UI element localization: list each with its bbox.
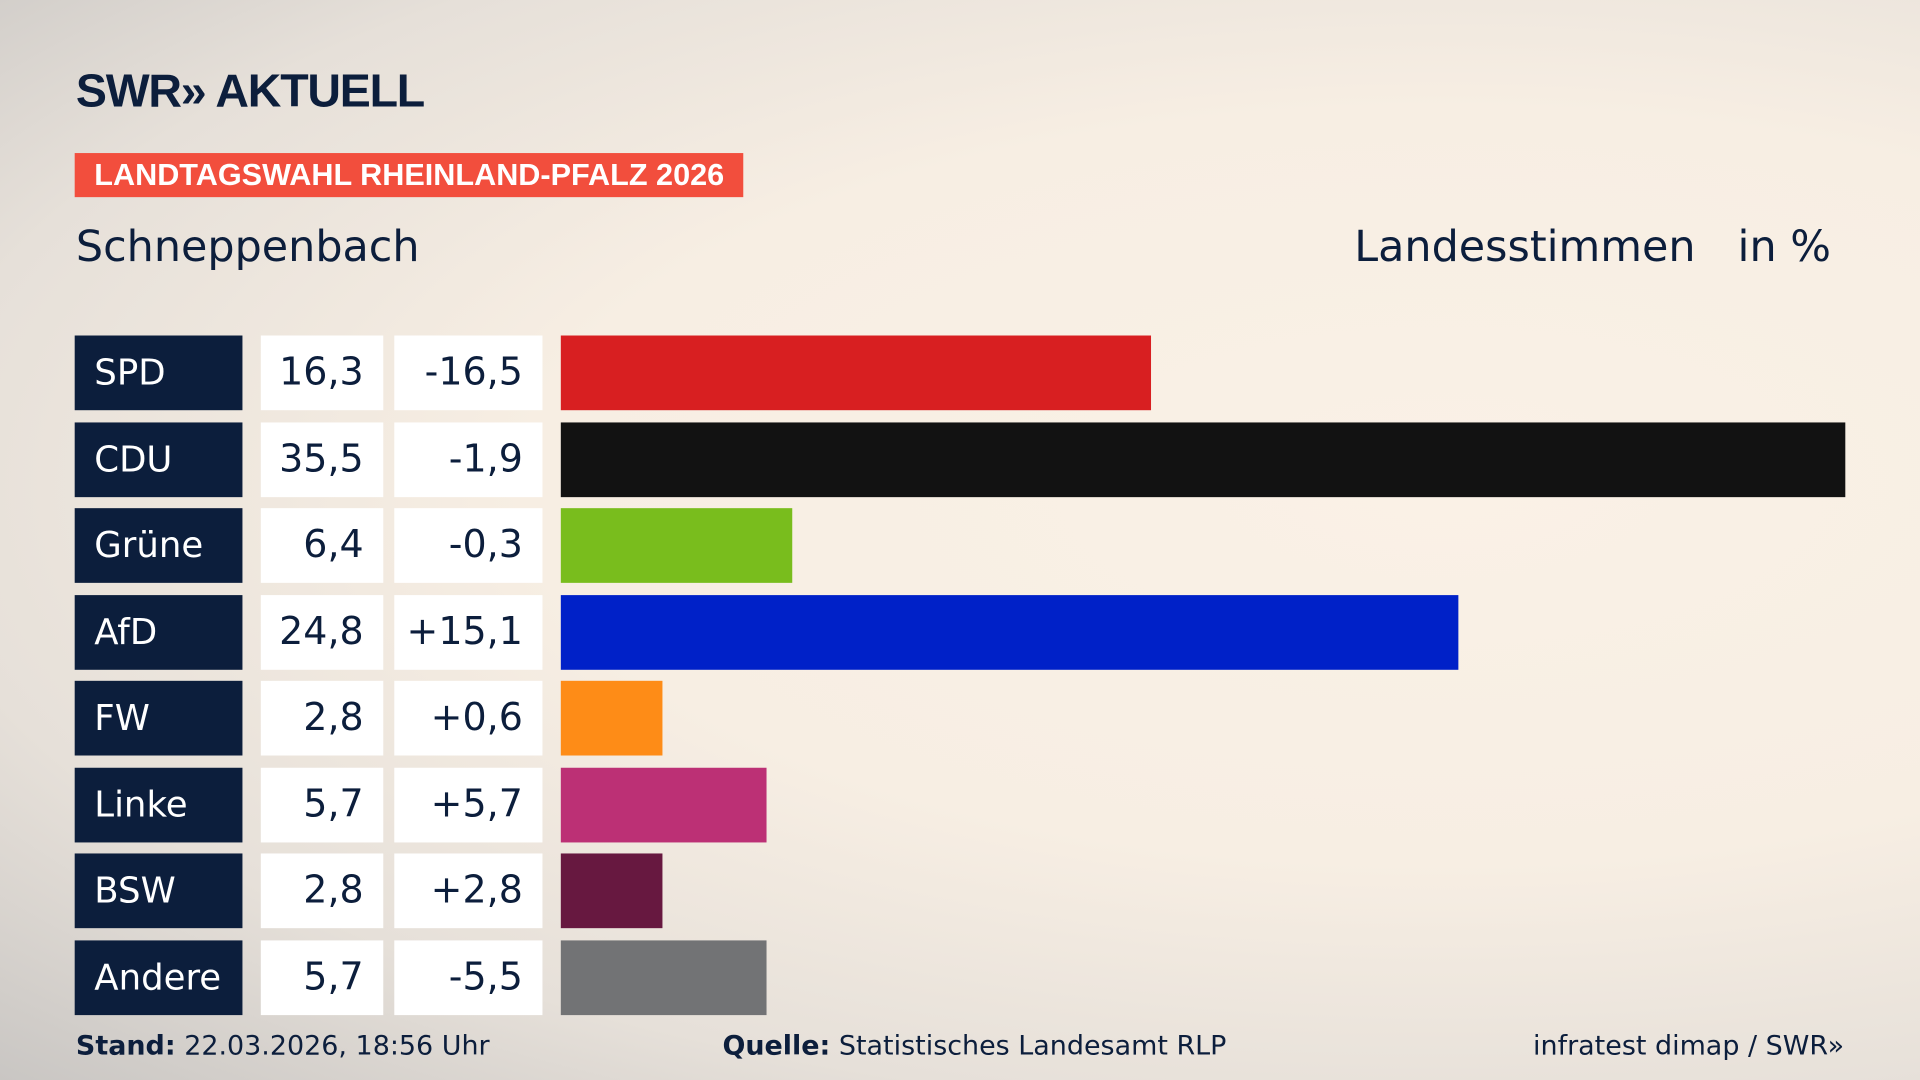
diff-label: +5,7 bbox=[394, 767, 543, 842]
party-label: Linke bbox=[74, 767, 243, 842]
diff-label: -1,9 bbox=[394, 421, 543, 497]
diff-label: +15,1 bbox=[394, 594, 543, 670]
stand-value: 22.03.2026, 18:56 Uhr bbox=[184, 1031, 490, 1062]
value-label: 6,4 bbox=[260, 508, 384, 583]
election-badge: LANDTAGSWAHL RHEINLAND-PFALZ 2026 bbox=[74, 153, 744, 198]
unit-label: in % bbox=[1737, 222, 1831, 272]
diff-label: -0,3 bbox=[394, 508, 543, 583]
party-label: BSW bbox=[74, 853, 243, 929]
diff-label: -16,5 bbox=[394, 335, 543, 411]
source-value: Statistisches Landesamt RLP bbox=[838, 1031, 1227, 1062]
bar bbox=[560, 335, 1151, 411]
bar bbox=[560, 680, 663, 756]
diff-label: +2,8 bbox=[394, 853, 543, 929]
diff-label: +0,6 bbox=[394, 680, 543, 756]
source: Quelle: Statistisches Landesamt RLP bbox=[722, 1031, 1226, 1062]
party-label: Andere bbox=[74, 939, 243, 1015]
credit: infratest dimap / SWR» bbox=[1533, 1031, 1845, 1062]
place-title: Schneppenbach bbox=[75, 222, 420, 272]
stand-label: Stand: bbox=[75, 1031, 176, 1062]
party-label: Grüne bbox=[74, 508, 243, 583]
value-label: 2,8 bbox=[260, 853, 384, 929]
bar bbox=[560, 939, 768, 1015]
measure-label: Landesstimmen bbox=[1354, 222, 1696, 272]
bar bbox=[560, 853, 663, 929]
source-label: Quelle: bbox=[722, 1031, 831, 1062]
party-label: FW bbox=[74, 680, 243, 756]
value-label: 16,3 bbox=[260, 335, 384, 411]
party-label: AfD bbox=[74, 594, 243, 670]
bar bbox=[560, 767, 768, 842]
party-label: CDU bbox=[74, 421, 243, 497]
value-label: 24,8 bbox=[260, 594, 384, 670]
bar bbox=[560, 594, 1459, 670]
swr-aktuell-logo: SWR» AKTUELL bbox=[75, 66, 425, 118]
value-label: 5,7 bbox=[260, 939, 384, 1015]
diff-label: -5,5 bbox=[394, 939, 543, 1015]
bar bbox=[560, 508, 793, 583]
party-label: SPD bbox=[74, 335, 243, 411]
value-label: 35,5 bbox=[260, 421, 384, 497]
value-label: 2,8 bbox=[260, 680, 384, 756]
value-label: 5,7 bbox=[260, 767, 384, 842]
timestamp: Stand: 22.03.2026, 18:56 Uhr bbox=[76, 1031, 490, 1062]
bar bbox=[560, 421, 1846, 497]
